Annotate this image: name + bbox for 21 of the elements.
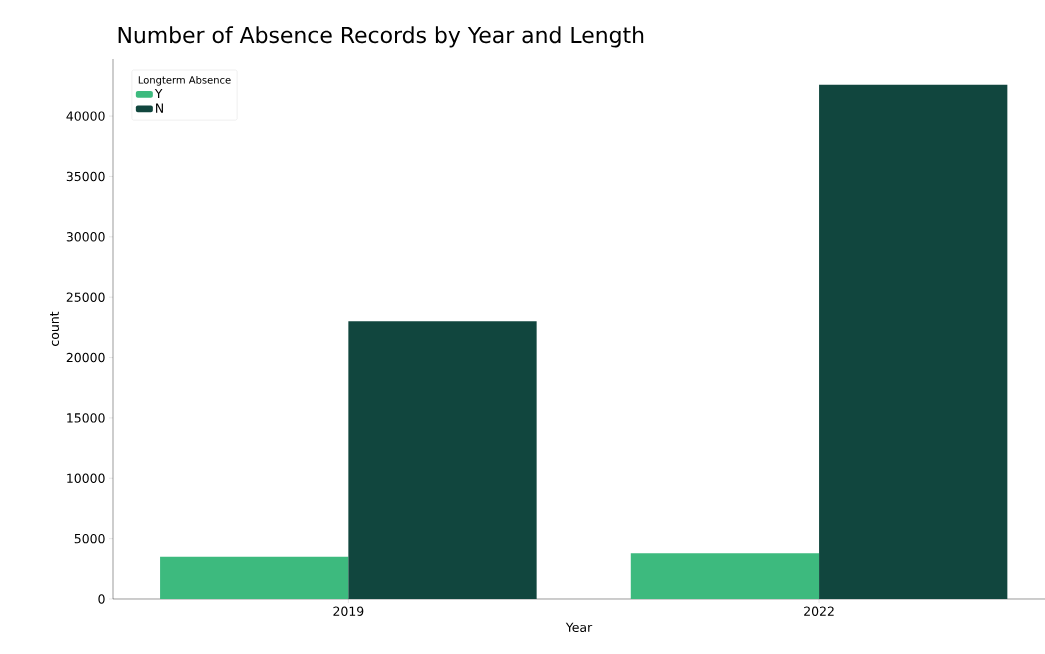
legend-label: N <box>156 103 163 113</box>
y-tick-label: 40000 <box>66 111 105 121</box>
chart-title: Number of Absence Records by Year and Length <box>118 26 644 48</box>
y-tick-label: 5000 <box>74 533 105 544</box>
y-axis-title: count <box>50 311 60 346</box>
y-tick-label: 35000 <box>66 171 105 182</box>
bar <box>160 556 349 599</box>
x-axis-title: Year <box>565 622 593 633</box>
legend-label: Y <box>154 89 163 99</box>
x-tick-label: 2022 <box>804 606 834 616</box>
y-tick-label: 30000 <box>66 232 105 242</box>
x-tick-label: 2019 <box>333 606 364 616</box>
y-tick-label: 20000 <box>66 352 105 363</box>
bar <box>819 84 1008 599</box>
y-tick-label: 25000 <box>66 292 105 302</box>
legend-title: Longterm Absence <box>138 75 231 86</box>
y-tick-label: 15000 <box>67 413 105 423</box>
bar <box>630 553 820 599</box>
bar <box>348 321 537 599</box>
y-tick-label: 0 <box>98 594 105 604</box>
y-tick-label: 10000 <box>67 473 105 483</box>
